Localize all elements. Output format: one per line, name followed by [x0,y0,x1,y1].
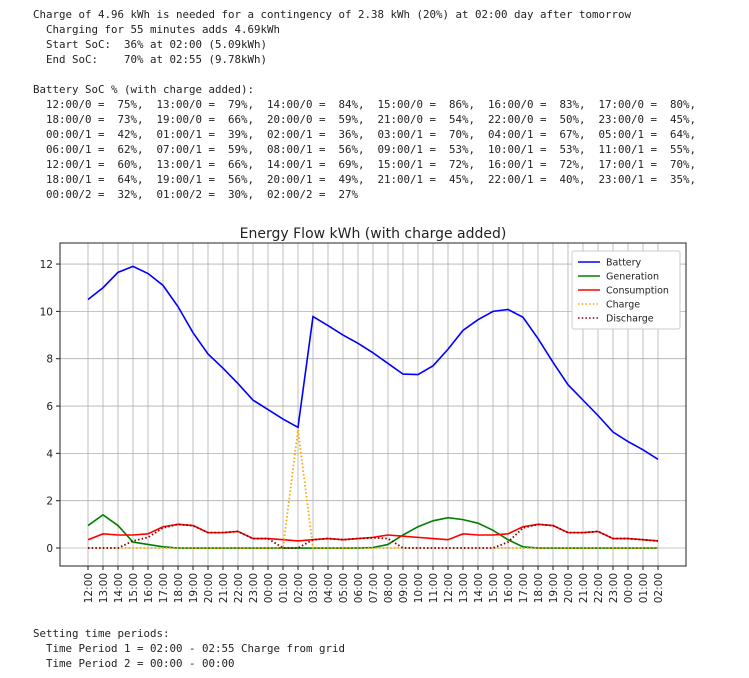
output-line: Start SoC: 36% at 02:00 (5.09kWh) [33,38,267,51]
y-tick-label: 6 [46,401,53,413]
x-tick-label: 21:00 [578,573,590,603]
x-tick-label: 06:00 [353,573,365,603]
series-line [87,265,659,460]
legend-label: Generation [606,272,659,283]
y-tick-label: 2 [46,496,53,508]
x-tick-label: 19:00 [548,573,560,603]
soc-row: 00:00/1 = 42%, 01:00/1 = 39%, 02:00/1 = … [33,128,696,141]
y-tick-label: 0 [46,543,53,555]
y-tick-label: 4 [46,448,53,460]
output-line: End SoC: 70% at 02:55 (9.78kWh) [33,53,267,66]
x-tick-label: 02:00 [293,573,305,603]
soc-row: 12:00/1 = 60%, 13:00/1 = 66%, 14:00/1 = … [33,158,696,171]
x-tick-label: 14:00 [473,573,485,603]
soc-row: 18:00/0 = 73%, 19:00/0 = 66%, 20:00/0 = … [33,113,696,126]
x-tick-label: 17:00 [158,573,170,603]
x-tick-label: 16:00 [503,573,515,603]
y-tick-label: 10 [40,306,53,318]
x-tick-label: 13:00 [458,573,470,603]
x-tick-label: 05:00 [338,573,350,603]
x-tick-label: 17:00 [518,573,530,603]
x-tick-label: 00:00 [263,573,275,603]
legend-label: Discharge [606,314,654,325]
x-tick-label: 11:00 [428,573,440,603]
x-tick-label: 04:00 [323,573,335,603]
x-tick-label: 18:00 [173,573,185,603]
x-tick-label: 08:00 [383,573,395,603]
x-tick-label: 12:00 [83,573,95,603]
x-tick-label: 00:00 [623,573,635,603]
soc-row: 00:00/2 = 32%, 01:00/2 = 30%, 02:00/2 = … [33,188,359,201]
series-line [88,429,658,549]
x-tick-label: 13:00 [98,573,110,603]
chart-title: Energy Flow kWh (with charge added) [240,226,507,242]
x-tick-label: 14:00 [113,573,125,603]
x-tick-label: 18:00 [533,573,545,603]
x-tick-label: 10:00 [413,573,425,603]
x-tick-label: 12:00 [443,573,455,603]
x-tick-label: 03:00 [308,573,320,603]
x-tick-label: 15:00 [128,573,140,603]
y-tick-label: 12 [40,259,53,271]
output-line: Battery SoC % (with charge added): [33,83,254,96]
x-tick-label: 22:00 [593,573,605,603]
x-tick-label: 02:00 [653,573,665,603]
soc-row: 06:00/1 = 62%, 07:00/1 = 59%, 08:00/1 = … [33,143,696,156]
soc-row: 12:00/0 = 75%, 13:00/0 = 79%, 14:00/0 = … [33,98,696,111]
y-tick-label: 8 [46,354,53,366]
plot-frame [59,242,687,567]
output-line: Time Period 2 = 00:00 - 00:00 [33,657,235,670]
x-tick-label: 16:00 [143,573,155,603]
series-line [88,523,659,549]
x-tick-label: 01:00 [638,573,650,603]
legend-label: Consumption [606,286,669,297]
output-line: Setting time periods: [33,627,170,640]
x-tick-label: 01:00 [278,573,290,603]
x-tick-label: 20:00 [203,573,215,603]
x-tick-label: 21:00 [218,573,230,603]
x-tick-label: 09:00 [398,573,410,603]
legend-box [571,250,681,330]
x-tick-label: 07:00 [368,573,380,603]
x-tick-label: 20:00 [563,573,575,603]
x-tick-label: 22:00 [233,573,245,603]
legend-label: Charge [606,300,640,311]
output-line: Charge of 4.96 kWh is needed for a conti… [33,8,632,21]
legend: Battery Generation Consumption Charge Discha… [571,250,681,330]
x-tick-label: 15:00 [488,573,500,603]
legend-label: Battery [606,258,642,269]
x-tick-label: 23:00 [248,573,260,603]
x-tick-label: 19:00 [188,573,200,603]
output-line: Time Period 1 = 02:00 - 02:55 Charge fro… [33,642,345,655]
soc-row: 18:00/1 = 64%, 19:00/1 = 56%, 20:00/1 = … [33,173,696,186]
output-line: Charging for 55 minutes adds 4.69kWh [33,23,280,36]
x-tick-label: 23:00 [608,573,620,603]
